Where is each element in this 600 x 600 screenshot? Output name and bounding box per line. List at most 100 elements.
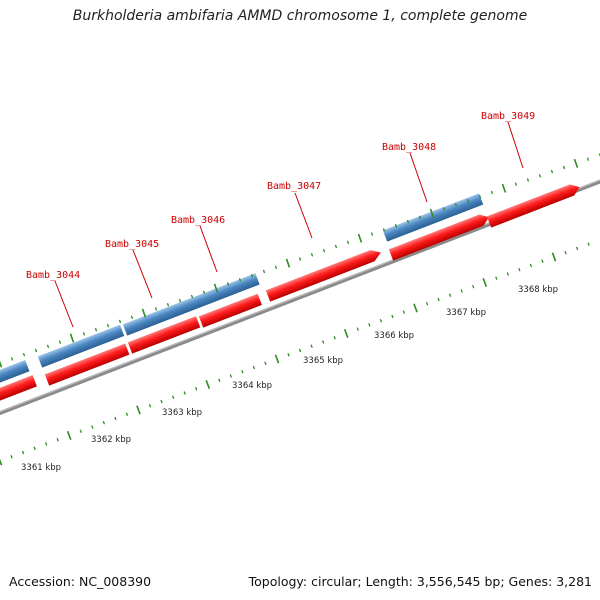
track-tick xyxy=(250,273,254,278)
gene-label[interactable]: Bamb_3047 xyxy=(267,181,321,192)
track-tick xyxy=(310,344,313,348)
track-tick xyxy=(356,327,359,331)
gene-bar[interactable] xyxy=(198,293,262,328)
ruler-label: 3368 kbp xyxy=(518,285,558,295)
track-tick xyxy=(495,276,498,280)
track-tick xyxy=(587,242,590,246)
track-tick xyxy=(10,455,13,459)
gene-label[interactable]: Bamb_3048 xyxy=(382,142,436,153)
gene-label[interactable]: Bamb_3049 xyxy=(481,111,535,122)
track-tick xyxy=(310,253,314,257)
map-title: Burkholderia ambifaria AMMD chromosome 1… xyxy=(72,8,528,24)
ruler-label: 3361 kbp xyxy=(21,463,61,473)
track-tick xyxy=(79,429,82,433)
track-tick xyxy=(264,361,267,365)
ruler-label: 3366 kbp xyxy=(374,331,414,341)
track-tick xyxy=(190,294,194,299)
track-tick xyxy=(402,310,406,314)
backbone xyxy=(0,166,600,423)
track-tick xyxy=(391,314,394,319)
track-tick xyxy=(538,174,542,178)
ruler-labels: 3361 kbp 3362 kbp 3363 kbp 3364 kbp 3365… xyxy=(21,285,558,473)
gene-bar[interactable] xyxy=(44,343,130,386)
forward-strand-genes xyxy=(0,181,582,404)
track-tick xyxy=(478,194,482,199)
track-tick xyxy=(262,269,266,274)
track-tick xyxy=(154,307,158,311)
track-tick xyxy=(226,282,230,286)
track-tick xyxy=(229,374,233,378)
track-tick xyxy=(45,442,48,446)
track-tick xyxy=(160,399,163,404)
track-tick xyxy=(550,169,554,174)
track-tick xyxy=(429,208,435,218)
track-tick xyxy=(46,344,50,349)
track-tick xyxy=(66,430,72,440)
track-tick xyxy=(448,293,452,297)
track-tick xyxy=(564,250,567,255)
track-tick xyxy=(0,458,3,466)
track-tick xyxy=(34,348,38,353)
track-tick xyxy=(285,258,291,268)
track-tick xyxy=(322,340,325,344)
track-tick xyxy=(94,327,98,332)
track-tick xyxy=(274,265,278,270)
gene-bar[interactable] xyxy=(0,375,37,404)
gene-arrow[interactable] xyxy=(486,181,582,228)
track-tick xyxy=(125,412,129,416)
genome-summary: Topology: circular; Length: 3,556,545 bp… xyxy=(248,574,592,589)
track-tick xyxy=(454,203,458,207)
track-tick xyxy=(166,303,170,307)
gene-bar[interactable] xyxy=(37,324,125,368)
track-tick xyxy=(368,323,371,327)
track-tick xyxy=(382,228,386,232)
track-tick xyxy=(437,297,440,302)
track-tick xyxy=(442,207,446,211)
track-tick xyxy=(334,244,338,249)
lower-tick-track xyxy=(0,242,590,466)
gene-bar[interactable] xyxy=(122,273,260,336)
track-tick xyxy=(238,278,242,282)
track-tick xyxy=(573,158,579,168)
gene-labels: Bamb_3044 Bamb_3045 Bamb_3046 Bamb_3047 … xyxy=(26,111,535,281)
accession-label: Accession: NC_008390 xyxy=(9,574,152,589)
reverse-strand-genes xyxy=(0,193,484,386)
ruler-label: 3362 kbp xyxy=(91,435,131,445)
track-tick xyxy=(274,354,280,364)
track-tick xyxy=(252,365,256,370)
track-tick xyxy=(33,446,36,450)
track-tick xyxy=(21,450,25,455)
track-tick xyxy=(343,328,349,338)
track-tick xyxy=(218,378,221,382)
track-tick xyxy=(490,190,494,195)
gene-arrow[interactable] xyxy=(265,247,383,302)
gene-bar[interactable] xyxy=(0,360,30,386)
track-tick xyxy=(22,352,26,357)
track-tick xyxy=(195,387,198,391)
track-tick xyxy=(213,283,219,293)
track-tick xyxy=(562,165,566,170)
track-tick xyxy=(148,404,152,408)
ruler-label: 3363 kbp xyxy=(162,408,202,418)
gene-arrow[interactable] xyxy=(388,212,491,261)
track-tick xyxy=(183,391,186,395)
track-tick xyxy=(418,215,422,220)
gene-bar[interactable] xyxy=(127,316,201,354)
track-tick xyxy=(130,315,134,319)
track-tick xyxy=(171,395,175,399)
track-tick xyxy=(394,224,398,228)
track-tick xyxy=(102,421,106,425)
gene-label[interactable]: Bamb_3044 xyxy=(26,270,80,281)
track-tick xyxy=(202,290,206,295)
track-tick xyxy=(241,369,244,374)
gene-label[interactable]: Bamb_3045 xyxy=(105,239,159,250)
track-tick xyxy=(106,323,110,328)
track-tick xyxy=(141,308,147,318)
track-tick xyxy=(529,263,533,268)
track-tick xyxy=(56,438,59,442)
track-tick xyxy=(333,335,336,340)
track-tick xyxy=(466,199,470,203)
gene-label[interactable]: Bamb_3046 xyxy=(171,215,225,226)
